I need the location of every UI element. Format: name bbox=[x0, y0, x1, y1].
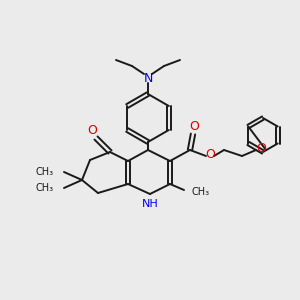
Text: O: O bbox=[256, 142, 266, 154]
Text: CH₃: CH₃ bbox=[192, 187, 210, 197]
Text: O: O bbox=[205, 148, 215, 160]
Text: O: O bbox=[189, 119, 199, 133]
Text: N: N bbox=[143, 71, 153, 85]
Text: CH₃: CH₃ bbox=[36, 167, 54, 177]
Text: CH₃: CH₃ bbox=[36, 183, 54, 193]
Text: O: O bbox=[87, 124, 97, 137]
Text: NH: NH bbox=[142, 199, 158, 209]
